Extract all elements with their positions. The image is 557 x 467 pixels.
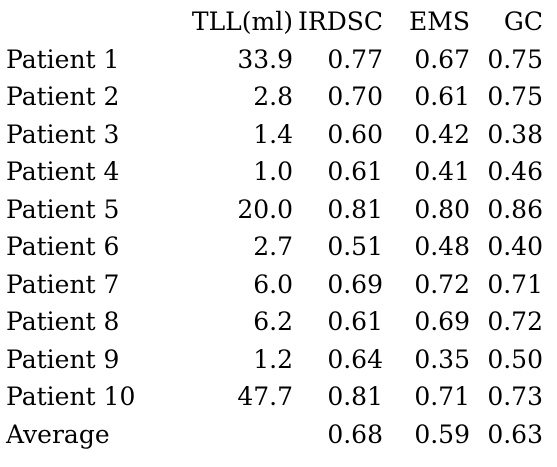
tll-value: 33.9 — [237, 44, 293, 74]
irdsc-value: 0.70 — [327, 82, 383, 111]
patient-name: Patient 8 — [6, 307, 120, 336]
ems-value: 0.72 — [414, 269, 470, 299]
irdsc-value: 0.64 — [327, 344, 383, 374]
ems-value: 0.42 — [414, 119, 470, 149]
irdsc-value: 0.61 — [327, 157, 383, 186]
gc-value: 0.63 — [487, 419, 543, 449]
tll-value: 1.2 — [253, 344, 293, 374]
table-row: Patient 10 47.7 0.81 0.71 0.73 — [6, 378, 543, 416]
header-irdsc: IRDSC — [298, 7, 383, 36]
ems-value: 0.69 — [414, 307, 470, 336]
irdsc-value: 0.69 — [327, 269, 383, 299]
ems-value: 0.41 — [414, 157, 470, 186]
tll-value: 6.0 — [253, 269, 293, 299]
table-row: Patient 1 33.9 0.77 0.67 0.75 — [6, 41, 543, 79]
tll-value: 2.8 — [253, 82, 293, 111]
gc-value: 0.73 — [487, 382, 543, 411]
ems-value: 0.67 — [414, 44, 470, 74]
gc-value: 0.40 — [487, 232, 543, 261]
irdsc-value: 0.81 — [327, 194, 383, 224]
header-tll: TLL(ml) — [191, 7, 293, 36]
ems-value: 0.61 — [414, 82, 470, 111]
irdsc-value: 0.60 — [327, 119, 383, 149]
irdsc-value: 0.61 — [327, 307, 383, 336]
irdsc-value: 0.51 — [327, 232, 383, 261]
header-row: TLL(ml) IRDSC EMS GC — [6, 3, 543, 41]
irdsc-value: 0.81 — [327, 382, 383, 411]
tll-value — [160, 416, 293, 454]
tll-value: 20.0 — [237, 194, 293, 224]
table-row: Patient 2 2.8 0.70 0.61 0.75 — [6, 78, 543, 116]
tll-value: 47.7 — [237, 382, 293, 411]
patient-name: Patient 6 — [6, 232, 120, 261]
ems-value: 0.35 — [414, 344, 470, 374]
table-row: Patient 3 1.4 0.60 0.42 0.38 — [6, 116, 543, 154]
header-gc: GC — [503, 7, 543, 36]
gc-value: 0.46 — [487, 157, 543, 186]
tll-value: 2.7 — [253, 232, 293, 261]
patient-name: Patient 9 — [6, 344, 120, 374]
header-patient — [6, 3, 160, 41]
table-row: Patient 7 6.0 0.69 0.72 0.71 — [6, 266, 543, 304]
table-row: Patient 9 1.2 0.64 0.35 0.50 — [6, 341, 543, 379]
tll-value: 1.0 — [253, 157, 293, 186]
header-ems: EMS — [409, 7, 470, 36]
ems-value: 0.80 — [414, 194, 470, 224]
average-row: Average 0.68 0.59 0.63 — [6, 416, 543, 454]
ems-value: 0.71 — [414, 382, 470, 411]
table-row: Patient 4 1.0 0.61 0.41 0.46 — [6, 153, 543, 191]
ems-value: 0.48 — [414, 232, 470, 261]
tll-value: 6.2 — [253, 307, 293, 336]
irdsc-value: 0.68 — [327, 419, 383, 449]
gc-value: 0.38 — [487, 119, 543, 149]
patient-name: Patient 1 — [6, 44, 120, 74]
results-table: TLL(ml) IRDSC EMS GC Patient 1 33.9 0.77… — [6, 3, 543, 453]
patient-name: Patient 3 — [6, 119, 120, 149]
patient-name: Patient 5 — [6, 194, 120, 224]
gc-value: 0.50 — [487, 344, 543, 374]
gc-value: 0.75 — [487, 82, 543, 111]
ems-value: 0.59 — [414, 419, 470, 449]
gc-value: 0.86 — [487, 194, 543, 224]
tll-value: 1.4 — [253, 119, 293, 149]
patient-name: Patient 10 — [6, 382, 136, 411]
gc-value: 0.71 — [487, 269, 543, 299]
table-row: Patient 5 20.0 0.81 0.80 0.86 — [6, 191, 543, 229]
average-label: Average — [6, 419, 110, 449]
table-row: Patient 8 6.2 0.61 0.69 0.72 — [6, 303, 543, 341]
patient-name: Patient 7 — [6, 269, 120, 299]
gc-value: 0.75 — [487, 44, 543, 74]
irdsc-value: 0.77 — [327, 44, 383, 74]
gc-value: 0.72 — [487, 307, 543, 336]
patient-name: Patient 2 — [6, 82, 120, 111]
patient-name: Patient 4 — [6, 157, 120, 186]
table-row: Patient 6 2.7 0.51 0.48 0.40 — [6, 228, 543, 266]
